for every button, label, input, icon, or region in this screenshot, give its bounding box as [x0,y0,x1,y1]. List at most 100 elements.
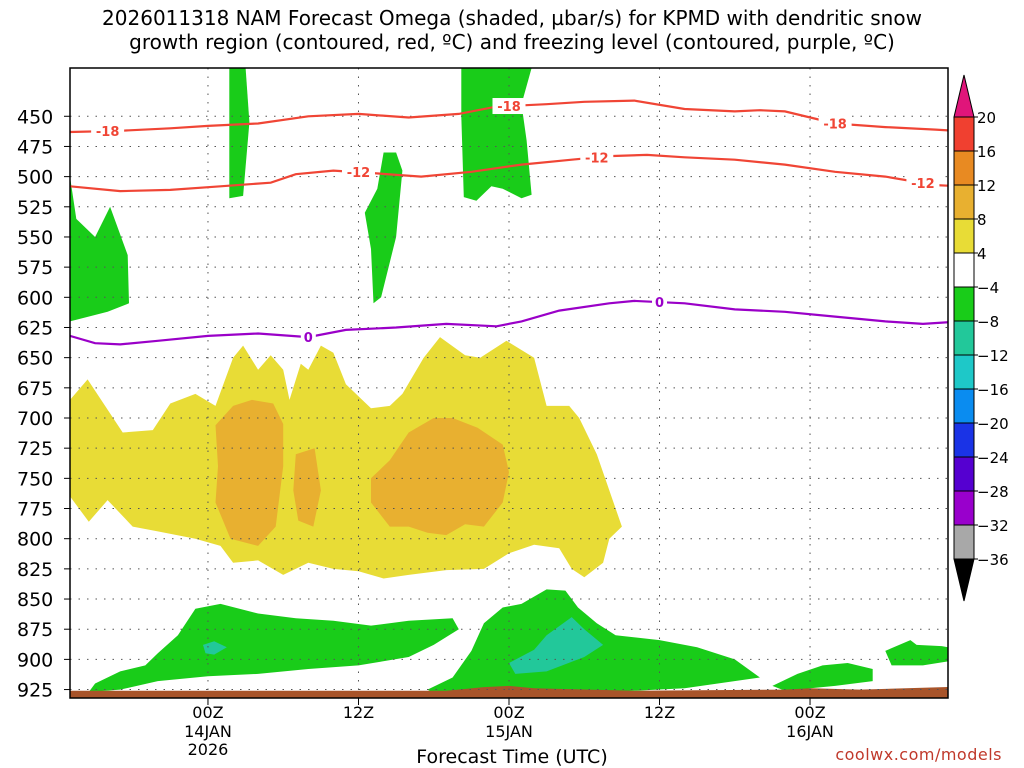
y-tick-label-700: 700 [17,408,53,430]
shaded-region-10 [772,663,873,691]
chart-title: 2026011318 NAM Forecast Omega (shaded, µ… [0,6,1024,54]
contour-label-0-2: -18 [823,118,847,133]
y-tick-label-600: 600 [17,287,53,309]
title-line-1: 2026011318 NAM Forecast Omega (shaded, µ… [102,6,922,30]
colorbar-under-triangle [953,558,975,602]
contour-label-0-0: -18 [96,125,120,140]
colorbar-segment-0 [953,524,975,560]
colorbar-segment-6 [953,320,975,356]
x-tick-date-30: 15JAN [485,722,533,741]
colorbar-label-0: 20 [977,109,996,127]
colorbar-segment-7 [953,286,975,322]
omega-shaded-regions [70,68,1024,698]
shaded-region-5 [215,399,284,546]
contour-label-0-1: -18 [497,100,521,115]
contour-line-2 [70,299,948,346]
y-tick-label-850: 850 [17,589,53,611]
shaded-region-1 [364,152,403,304]
credit-text: coolwx.com/models [835,745,1002,764]
y-axis: 450 475 500 525 550 575 600 625 650 675 700 725 750 7… [17,106,70,702]
contour-label-2-1: 0 [655,296,664,311]
x-tick-label-42: 12Z [644,703,675,722]
colorbar-over-triangle [953,74,975,118]
colorbar-label-13: −36 [977,551,1009,569]
shaded-region-2 [461,68,532,201]
colorbar-label-10: −24 [977,449,1009,467]
colorbar-label-8: −16 [977,381,1009,399]
colorbar-label-6: −8 [977,313,999,331]
y-tick-label-450: 450 [17,106,53,128]
contour-label-bg [652,294,668,311]
shaded-region-13 [203,641,227,655]
y-tick-label-525: 525 [17,197,53,219]
title-line-2: growth region (contoured, red, ºC) and f… [129,30,895,54]
colorbar-label-1: 16 [977,143,996,161]
y-tick-label-575: 575 [17,257,53,279]
shaded-region-14 [509,617,604,674]
colorbar-segment-9 [953,218,975,254]
y-tick-label-825: 825 [17,559,53,581]
y-tick-label-750: 750 [17,468,53,490]
contour-label-bg [341,164,375,181]
contour-line-1 [70,153,948,193]
shaded-region-11 [885,640,948,666]
x-tick-date-6: 14JAN [184,722,232,741]
y-tick-label-900: 900 [17,649,53,671]
x-tick-label-30: 00Z [493,703,524,722]
colorbar-segment-12 [953,116,975,152]
x-tick-label-18: 12Z [343,703,374,722]
contour-label-bg [91,123,125,140]
shaded-region-0 [229,68,250,199]
shaded-region-12 [1011,663,1024,692]
y-tick-label-725: 725 [17,438,53,460]
colorbar-label-11: −28 [977,483,1009,501]
contour-label-1-1: -12 [585,151,609,166]
colorbar-label-3: 8 [977,211,987,229]
colorbar-segment-5 [953,354,975,390]
contour-label-1-2: -12 [911,177,935,192]
x-axis-label: Forecast Time (UTC) [416,746,608,768]
x-tick-date-54: 16JAN [786,722,834,741]
shaded-region-4 [70,337,622,579]
colorbar-segment-8 [953,252,975,288]
y-tick-label-475: 475 [17,136,53,158]
colorbar-label-7: −12 [977,347,1009,365]
colorbar-segment-3 [953,422,975,458]
y-tick-label-800: 800 [17,529,53,551]
contour-label-2-0: 0 [304,331,313,346]
x-tick-label-6: 00Z [192,703,223,722]
contour-label-1-0: -12 [347,166,371,181]
colorbar: 20 16 12 8 4 −4 −8 −12 −16 −20 −24 −28 −32 −36 [953,74,1009,602]
shaded-region-15 [70,685,948,698]
colorbar-label-5: −4 [977,279,999,297]
y-tick-label-625: 625 [17,317,53,339]
colorbar-label-12: −32 [977,517,1009,535]
y-tick-label-875: 875 [17,619,53,641]
colorbar-label-4: 4 [977,245,987,263]
contour-label-bg [580,149,614,166]
y-tick-label-675: 675 [17,378,53,400]
shaded-region-7 [371,418,509,536]
y-tick-label-550: 550 [17,227,53,249]
colorbar-segment-4 [953,388,975,424]
shaded-region-6 [293,448,321,527]
y-tick-label-500: 500 [17,167,53,189]
colorbar-segment-1 [953,490,975,526]
shaded-region-3 [70,176,129,322]
y-tick-label-650: 650 [17,348,53,370]
y-tick-label-775: 775 [17,499,53,521]
shaded-region-8 [88,603,459,692]
contour-label-bg [818,115,852,132]
colorbar-segment-11 [953,150,975,186]
y-tick-label-925: 925 [17,680,53,702]
x-tick-year-6: 2026 [188,740,229,759]
gridlines [70,68,948,698]
contour-label-bg [300,329,316,346]
contour-label-bg [906,174,940,191]
colorbar-label-9: −20 [977,415,1009,433]
contour-label-bg [492,98,526,115]
colorbar-segment-2 [953,456,975,492]
